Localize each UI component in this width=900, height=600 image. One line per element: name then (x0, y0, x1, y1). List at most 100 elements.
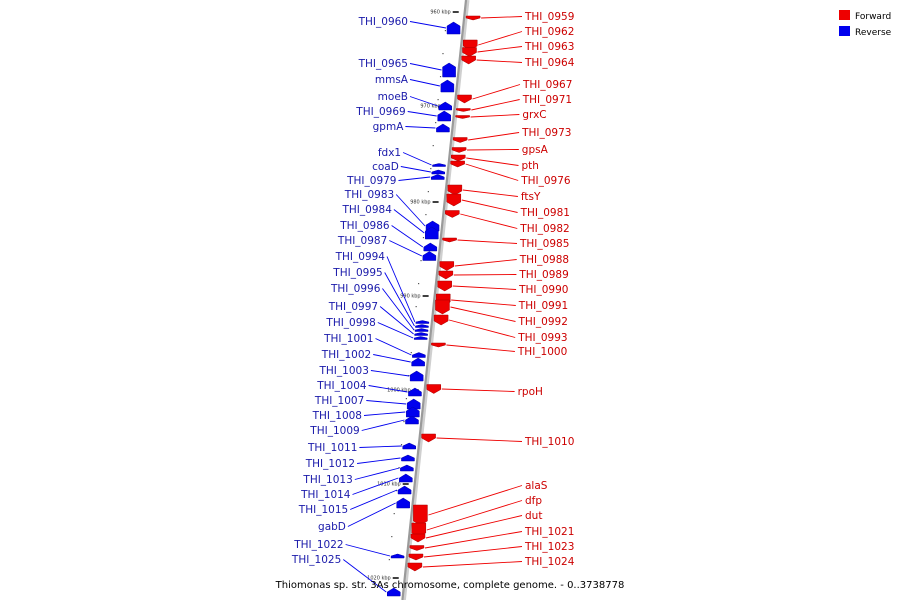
reverse-gene-thi-0997[interactable]: THI_0997 (328, 301, 428, 336)
reverse-gene-thi-1025[interactable]: THI_1025 (291, 554, 401, 597)
reverse-gene-glyph[interactable] (400, 464, 414, 472)
reverse-gene-moeb[interactable]: moeB (378, 91, 453, 111)
reverse-gene-thi-0979[interactable]: THI_0979 (346, 174, 445, 188)
reverse-gene-glyph[interactable] (390, 553, 405, 559)
reverse-gene-thi-0986[interactable]: THI_0986 (339, 220, 438, 252)
reverse-gene-thi-1002[interactable]: THI_1002 (321, 349, 425, 367)
forward-gene-thi-1023[interactable]: THI_1023 (408, 541, 574, 561)
forward-gene-thi-0982[interactable]: THI_0982 (445, 210, 570, 236)
reverse-gene-glyph[interactable] (408, 387, 422, 397)
forward-gene-glyph[interactable] (431, 342, 446, 348)
reverse-gene-thi-0987[interactable]: THI_0987 (337, 235, 437, 261)
forward-gene-thi-0976[interactable]: THI_0976 (450, 160, 571, 187)
forward-gene-thi-0981[interactable]: THI_0981 (446, 193, 570, 219)
forward-gene-thi-0971[interactable]: THI_0971 (456, 94, 572, 112)
forward-gene-thi-0992[interactable]: THI_0992 (435, 299, 568, 328)
forward-gene-glyph[interactable] (421, 433, 436, 443)
forward-gene-glyph[interactable] (408, 553, 424, 561)
reverse-gene-thi-0969[interactable]: THI_0969 (355, 106, 451, 122)
forward-gene-thi-0990[interactable]: THI_0990 (437, 280, 569, 296)
forward-gene-thi-0963[interactable]: THI_0963 (462, 41, 574, 57)
reverse-gene-thi-1014[interactable]: THI_1014 (300, 473, 413, 501)
reverse-gene-thi-1012[interactable]: THI_1012 (305, 454, 415, 470)
reverse-gene-glyph[interactable] (415, 320, 430, 324)
reverse-gene-thi-1011[interactable]: THI_1011 (307, 442, 416, 454)
forward-gene-glyph[interactable] (465, 15, 481, 21)
reverse-gene-thi-1009[interactable]: THI_1009 (309, 415, 419, 437)
reverse-gene-thi-1004[interactable]: THI_1004 (316, 380, 422, 397)
forward-gene-thi-0985[interactable]: THI_0985 (442, 237, 570, 250)
forward-gene-thi-0993[interactable]: THI_0993 (433, 314, 568, 344)
forward-gene-glyph[interactable] (413, 504, 428, 526)
reverse-gene-glyph[interactable] (414, 328, 429, 332)
forward-gene-thi-0959[interactable]: THI_0959 (465, 11, 574, 23)
reverse-gene-glyph[interactable] (422, 251, 437, 261)
forward-gene-rpoh[interactable]: rpoH (426, 384, 543, 399)
forward-gene-glyph[interactable] (437, 280, 452, 292)
reverse-gene-thi-1007[interactable]: THI_1007 (314, 395, 421, 410)
forward-gene-glyph[interactable] (450, 160, 465, 168)
reverse-gene-thi-1003[interactable]: THI_1003 (319, 365, 424, 382)
reverse-gene-thi-0994[interactable]: THI_0994 (335, 251, 430, 324)
reverse-gene-glyph[interactable] (436, 123, 450, 133)
forward-gene-thi-0989[interactable]: THI_0989 (438, 269, 569, 281)
forward-gene-glyph[interactable] (455, 115, 470, 119)
reverse-gene-coad[interactable]: coaD (372, 161, 446, 175)
forward-gene-glyph[interactable] (409, 545, 425, 551)
forward-gene-glyph[interactable] (452, 137, 468, 143)
reverse-gene-glyph[interactable] (440, 79, 455, 93)
forward-gene-glyph[interactable] (462, 47, 477, 57)
reverse-gene-gpma[interactable]: gpmA (373, 121, 450, 133)
forward-gene-ftsy[interactable]: ftsY (447, 184, 541, 203)
forward-gene-thi-0991[interactable]: THI_0991 (435, 293, 568, 312)
forward-gene-glyph[interactable] (446, 193, 462, 207)
reverse-gene-fdx1[interactable]: fdx1 (378, 147, 446, 167)
forward-gene-glyph[interactable] (435, 299, 450, 315)
reverse-gene-thi-1001[interactable]: THI_1001 (323, 333, 426, 358)
forward-gene-thi-1010[interactable]: THI_1010 (421, 433, 575, 448)
reverse-gene-thi-1008[interactable]: THI_1008 (312, 406, 420, 422)
forward-gene-glyph[interactable] (433, 314, 449, 326)
forward-gene-glyph[interactable] (442, 237, 457, 243)
forward-gene-grxc[interactable]: grxC (455, 109, 547, 121)
forward-gene-glyph[interactable] (426, 384, 442, 394)
forward-gene-glyph[interactable] (451, 154, 466, 162)
reverse-gene-thi-0965[interactable]: THI_0965 (358, 58, 456, 78)
reverse-gene-thi-0998[interactable]: THI_0998 (325, 317, 428, 340)
forward-gene-dut[interactable]: dut (410, 510, 542, 543)
forward-gene-alas[interactable]: alaS (413, 480, 548, 526)
forward-gene-glyph[interactable] (447, 184, 463, 196)
reverse-gene-glyph[interactable] (396, 497, 410, 509)
reverse-gene-glyph[interactable] (411, 357, 425, 367)
reverse-gene-glyph[interactable] (438, 101, 453, 111)
forward-gene-glyph[interactable] (439, 261, 455, 271)
reverse-gene-glyph[interactable] (402, 442, 416, 450)
forward-gene-glyph[interactable] (445, 210, 460, 218)
forward-gene-glyph[interactable] (410, 533, 426, 543)
reverse-gene-thi-1022[interactable]: THI_1022 (293, 539, 405, 559)
forward-gene-thi-0964[interactable]: THI_0964 (461, 55, 575, 69)
forward-gene-glyph[interactable] (438, 270, 454, 280)
forward-gene-thi-0967[interactable]: THI_0967 (457, 79, 573, 104)
reverse-gene-glyph[interactable] (414, 332, 428, 336)
reverse-gene-glyph[interactable] (397, 485, 412, 495)
forward-gene-thi-1000[interactable]: THI_1000 (431, 342, 567, 358)
forward-gene-glyph[interactable] (451, 147, 467, 153)
forward-gene-glyph[interactable] (457, 94, 472, 104)
forward-gene-glyph[interactable] (407, 562, 423, 572)
reverse-gene-glyph[interactable] (423, 242, 438, 252)
reverse-gene-glyph[interactable] (437, 110, 451, 122)
reverse-gene-glyph[interactable] (413, 336, 428, 340)
reverse-gene-glyph[interactable] (401, 454, 415, 462)
reverse-gene-mmsa[interactable]: mmsA (375, 74, 455, 93)
forward-gene-thi-0988[interactable]: THI_0988 (439, 254, 569, 271)
reverse-gene-glyph[interactable] (432, 163, 446, 167)
reverse-gene-glyph[interactable] (425, 226, 439, 240)
reverse-gene-thi-1013[interactable]: THI_1013 (302, 464, 414, 486)
reverse-gene-glyph[interactable] (446, 21, 461, 35)
reverse-gene-thi-0984[interactable]: THI_0984 (342, 204, 439, 240)
reverse-gene-glyph[interactable] (386, 587, 401, 597)
reverse-gene-glyph[interactable] (415, 324, 429, 328)
forward-gene-pth[interactable]: pth (451, 154, 539, 172)
reverse-gene-thi-0995[interactable]: THI_0995 (332, 267, 429, 328)
